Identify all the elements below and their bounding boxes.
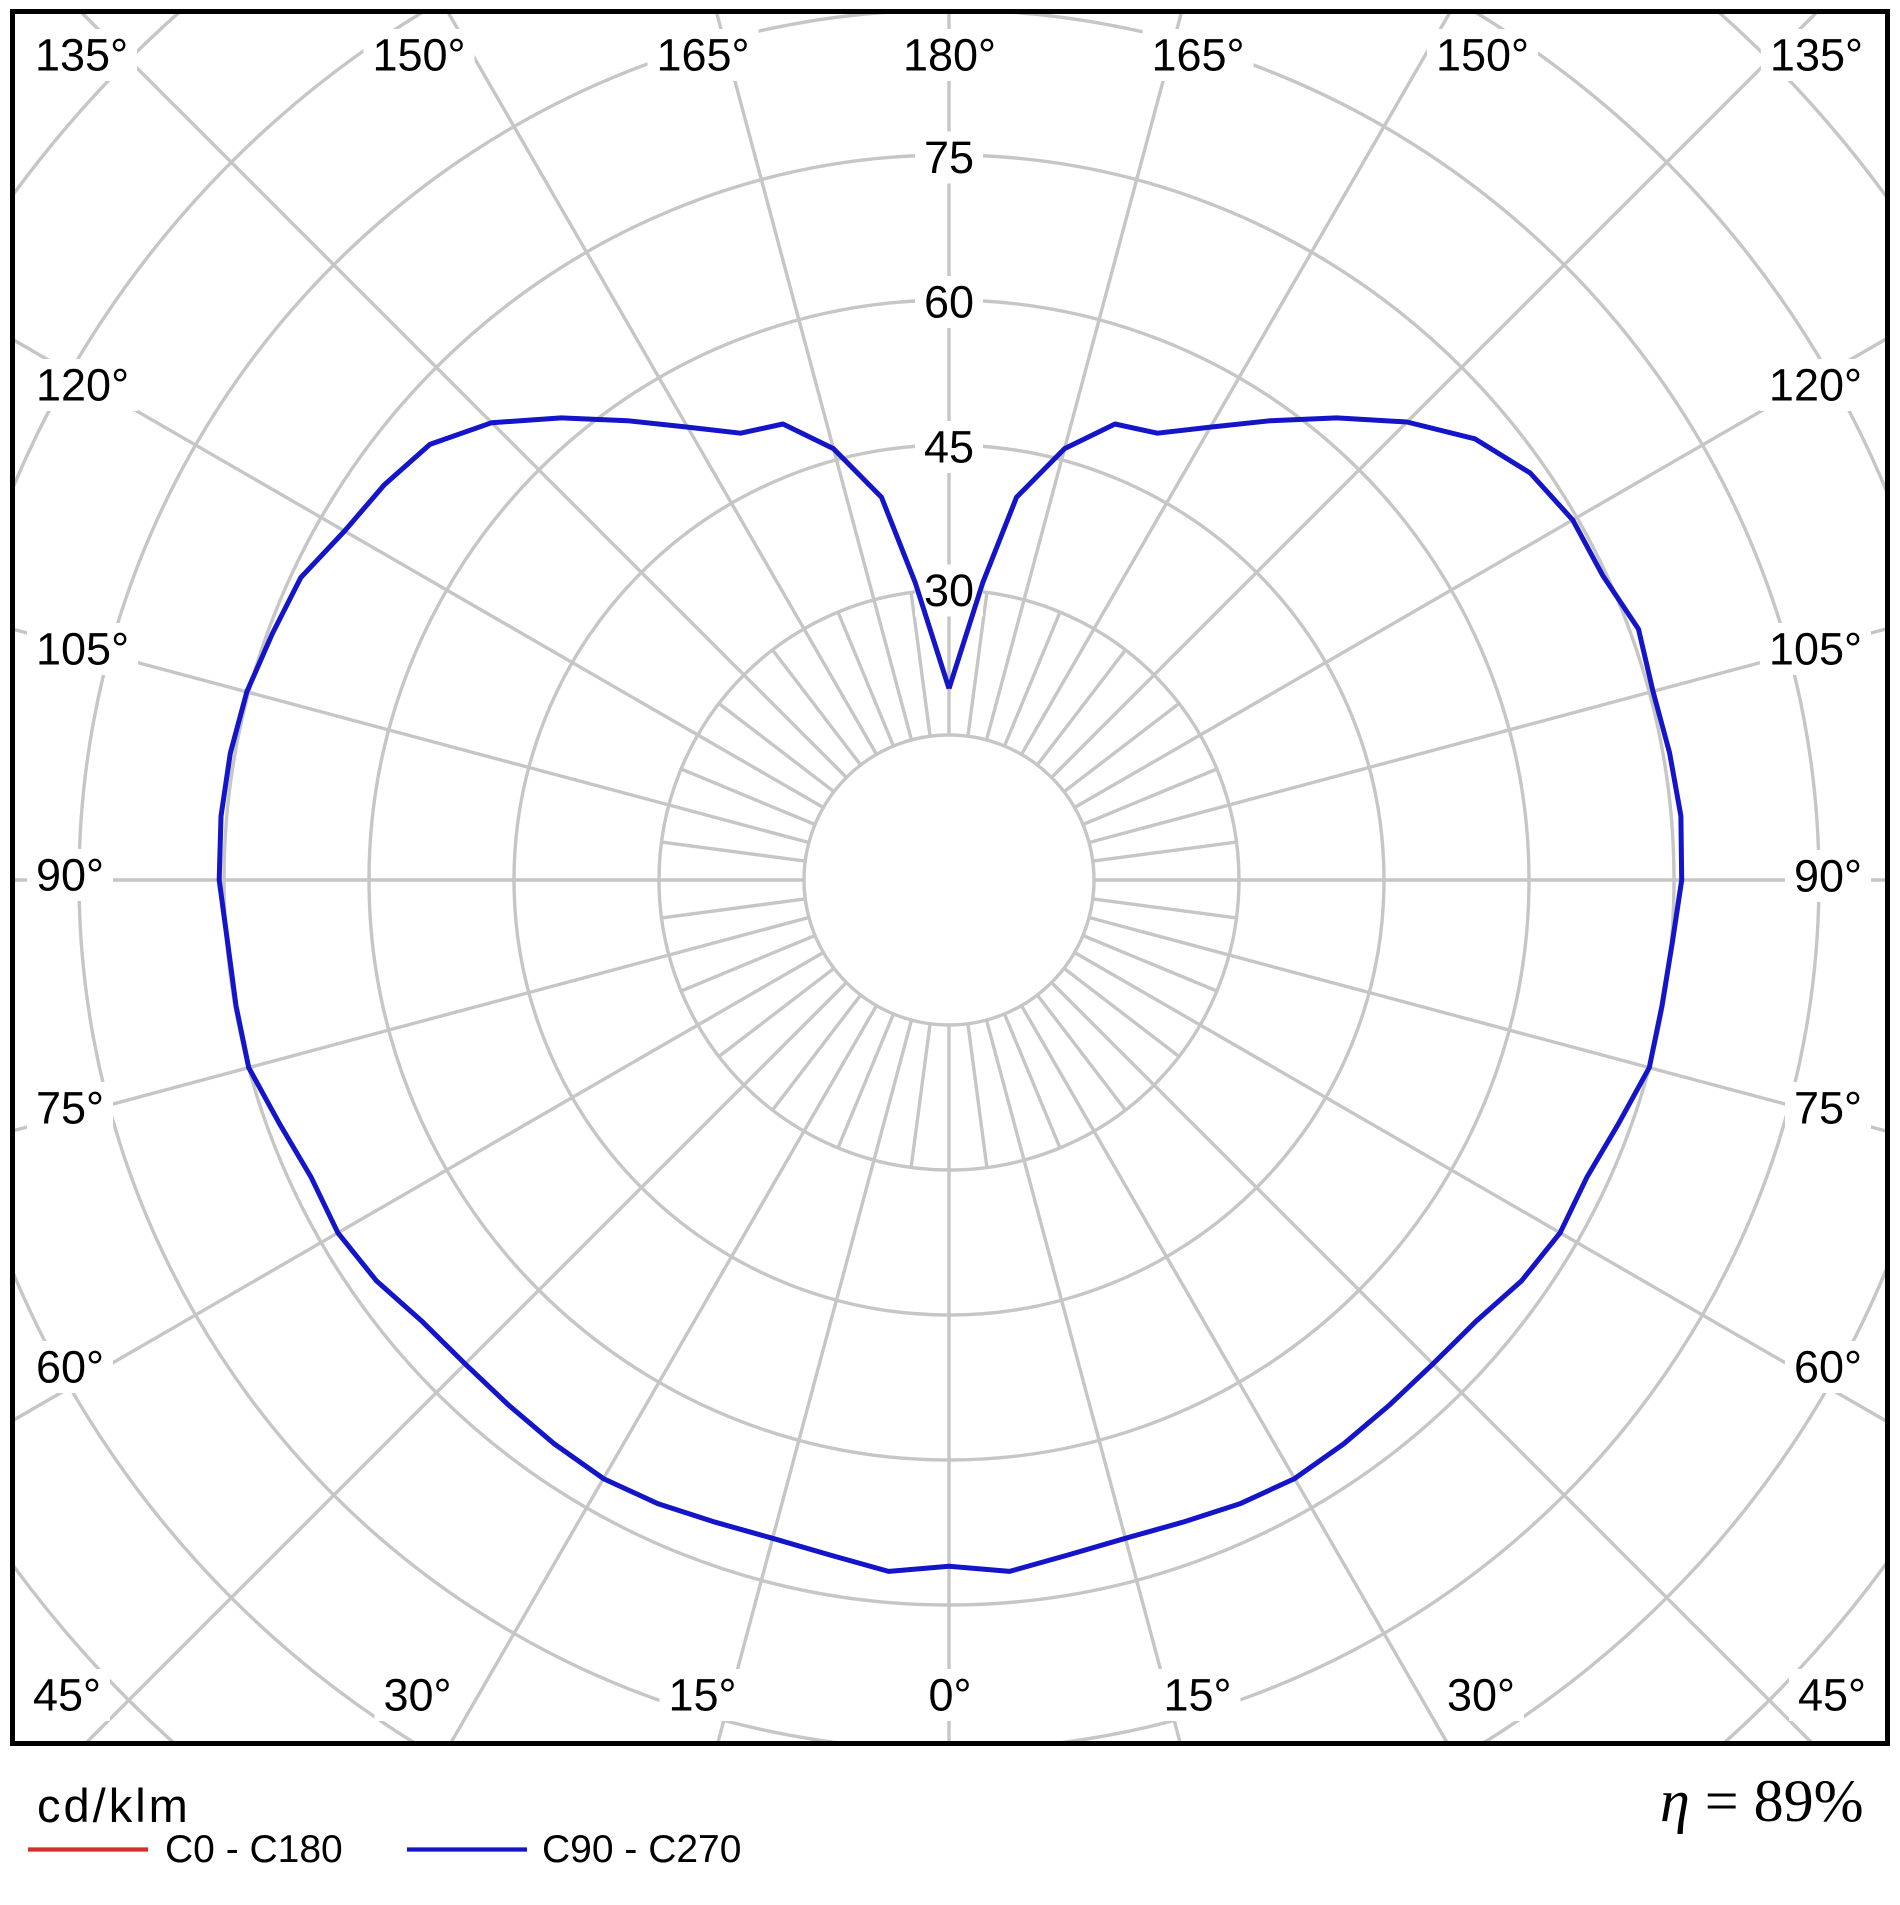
svg-text:165°: 165° bbox=[656, 30, 749, 81]
svg-text:90°: 90° bbox=[1794, 851, 1862, 902]
svg-text:120°: 120° bbox=[1769, 360, 1862, 411]
svg-text:90°: 90° bbox=[36, 850, 104, 901]
svg-text:150°: 150° bbox=[1436, 30, 1529, 81]
svg-text:60°: 60° bbox=[1794, 1342, 1862, 1393]
svg-text:30°: 30° bbox=[383, 1670, 451, 1721]
svg-text:75°: 75° bbox=[1794, 1083, 1862, 1134]
svg-text:180°: 180° bbox=[903, 30, 996, 81]
svg-text:105°: 105° bbox=[36, 624, 129, 675]
svg-text:45°: 45° bbox=[33, 1670, 101, 1721]
svg-text:165°: 165° bbox=[1151, 30, 1244, 81]
svg-text:120°: 120° bbox=[36, 360, 129, 411]
svg-text:75°: 75° bbox=[36, 1083, 104, 1134]
svg-text:45: 45 bbox=[924, 422, 974, 473]
svg-text:75: 75 bbox=[924, 132, 974, 183]
svg-text:cd/klm: cd/klm bbox=[37, 1779, 191, 1832]
svg-text:150°: 150° bbox=[372, 30, 465, 81]
svg-text:15°: 15° bbox=[1163, 1670, 1231, 1721]
svg-text:45°: 45° bbox=[1798, 1670, 1866, 1721]
svg-text:30: 30 bbox=[924, 565, 974, 616]
svg-text:η = 89%: η = 89% bbox=[1660, 1768, 1864, 1834]
svg-text:60: 60 bbox=[924, 277, 974, 328]
svg-text:60°: 60° bbox=[36, 1342, 104, 1393]
svg-text:30°: 30° bbox=[1447, 1670, 1515, 1721]
svg-text:C0 - C180: C0 - C180 bbox=[165, 1828, 343, 1871]
svg-text:105°: 105° bbox=[1769, 624, 1862, 675]
svg-text:15°: 15° bbox=[668, 1670, 736, 1721]
svg-text:0°: 0° bbox=[928, 1670, 971, 1721]
svg-text:135°: 135° bbox=[35, 30, 128, 81]
svg-text:C90 - C270: C90 - C270 bbox=[542, 1828, 741, 1871]
svg-text:135°: 135° bbox=[1770, 30, 1863, 81]
